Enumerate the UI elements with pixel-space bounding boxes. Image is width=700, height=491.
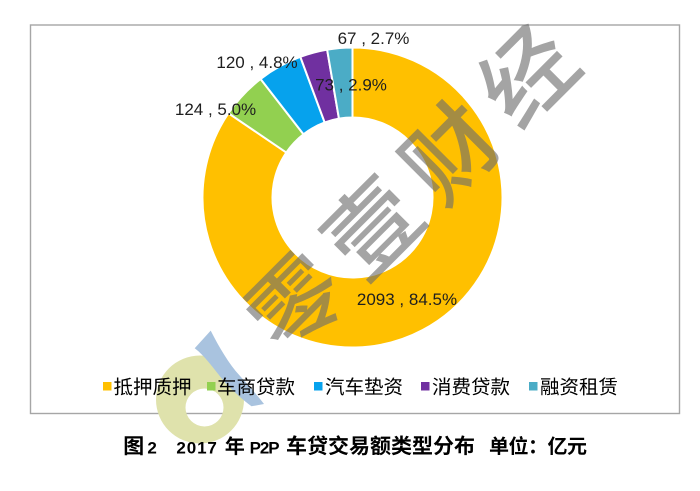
svg-text:2: 2 [147,438,156,457]
svg-text:2017: 2017 [176,438,217,457]
svg-text:120 , 4.8%: 120 , 4.8% [216,53,297,72]
svg-text:73 , 2.9%: 73 , 2.9% [315,75,387,94]
svg-text:2093 , 84.5%: 2093 , 84.5% [357,290,457,309]
svg-text:67 , 2.7%: 67 , 2.7% [338,29,410,48]
svg-text:124 , 5.0%: 124 , 5.0% [175,100,256,119]
svg-text:P2P: P2P [250,438,280,457]
